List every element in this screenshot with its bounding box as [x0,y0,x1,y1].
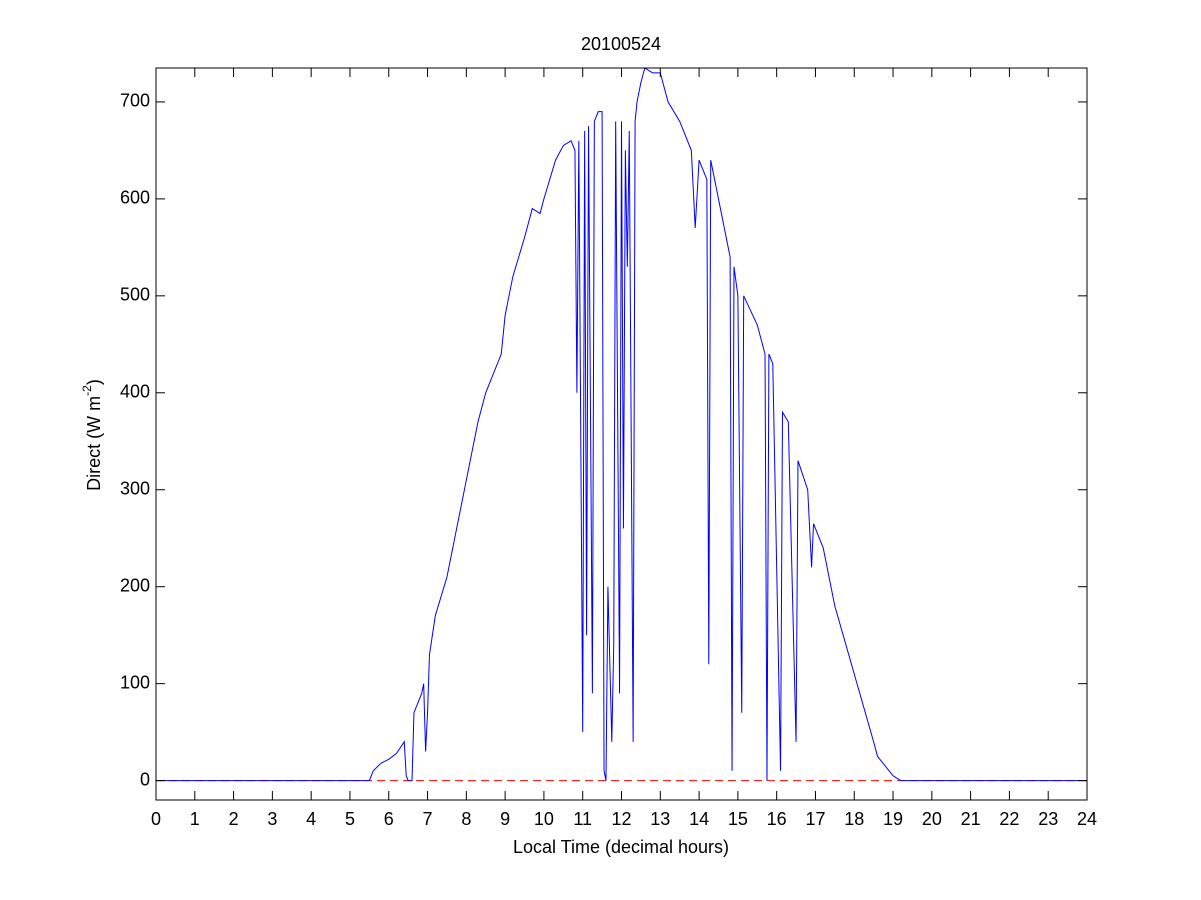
x-tick-label: 20 [922,809,942,829]
x-tick-label: 23 [1038,809,1058,829]
x-tick-label: 14 [689,809,709,829]
x-tick-label: 9 [500,809,510,829]
x-tick-label: 0 [151,809,161,829]
y-tick-label: 0 [140,769,150,789]
x-tick-label: 17 [805,809,825,829]
y-tick-label: 700 [120,91,150,111]
y-tick-label: 500 [120,285,150,305]
y-tick-label: 600 [120,188,150,208]
x-axis-label: Local Time (decimal hours) [513,837,729,857]
x-tick-label: 16 [767,809,787,829]
x-tick-label: 12 [611,809,631,829]
x-tick-label: 2 [229,809,239,829]
y-axis-label-end: ) [84,379,104,385]
y-tick-label: 400 [120,382,150,402]
chart-title: 20100524 [581,34,661,54]
x-tick-label: 4 [306,809,316,829]
x-tick-label: 19 [883,809,903,829]
x-tick-label: 3 [267,809,277,829]
x-tick-label: 8 [461,809,471,829]
x-tick-label: 7 [423,809,433,829]
x-tick-label: 13 [650,809,670,829]
y-tick-label: 100 [120,672,150,692]
x-tick-label: 5 [345,809,355,829]
x-tick-label: 6 [384,809,394,829]
y-axis-label-main: Direct (W m [84,396,104,491]
x-tick-label: 18 [844,809,864,829]
x-tick-label: 11 [573,809,592,829]
x-tick-label: 1 [190,809,200,829]
x-tick-label: 10 [534,809,554,829]
x-tick-label: 22 [999,809,1019,829]
y-axis-label-superscript: -2 [80,385,94,396]
y-axis-label: Direct (W m-2) [80,379,104,491]
y-tick-label: 300 [120,478,150,498]
x-tick-label: 24 [1077,809,1097,829]
x-tick-label: 15 [728,809,748,829]
x-tick-label: 21 [961,809,981,829]
data-line [156,67,1087,782]
y-tick-label: 200 [120,575,150,595]
